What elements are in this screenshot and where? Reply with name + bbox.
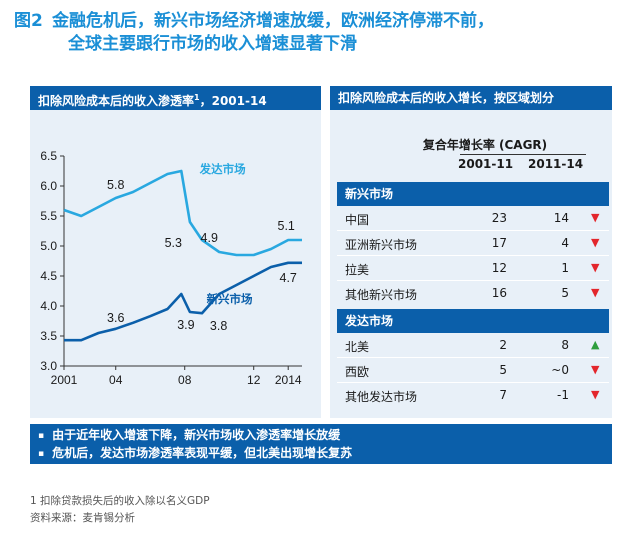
right-header-text: 扣除风险成本后的收入增长，按区域划分	[338, 91, 555, 105]
region-name: 其他发达市场	[345, 390, 418, 404]
y-tick-label: 4.0	[40, 299, 57, 313]
left-header-footnote-mark: 1	[194, 93, 200, 102]
title-line-2: 全球主要跟行市场的收入增速显著下滑	[68, 34, 357, 54]
x-tick-label: 2001	[51, 373, 78, 387]
row-divider	[337, 382, 609, 383]
table-row: 北美 2 8 ▲	[337, 333, 609, 358]
group-header-developed: 发达市场	[337, 309, 609, 333]
cagr-2011-14: 8	[561, 338, 569, 352]
group-header-emerging: 新兴市场	[337, 182, 609, 206]
figure-number: 图2	[14, 11, 43, 31]
cagr-2011-14: 14	[553, 211, 569, 225]
series-line-emerging	[64, 261, 302, 342]
data-label: 5.8	[107, 178, 124, 192]
y-tick-label: 3.0	[40, 359, 57, 373]
row-divider	[337, 255, 609, 256]
data-label: 4.7	[280, 271, 297, 285]
series-line-developed	[63, 169, 302, 257]
cagr-2001-11: 7	[499, 388, 507, 402]
period-2-header: 2011-14	[528, 157, 584, 171]
x-tick-label: 08	[178, 373, 192, 387]
down-triangle-icon: ▼	[591, 286, 600, 299]
cagr-2011-14: 4	[561, 236, 569, 250]
data-label: 4.9	[201, 231, 218, 245]
table-row: 中国 23 14 ▼	[337, 206, 609, 231]
region-name: 中国	[345, 213, 370, 227]
cagr-2001-11: 16	[491, 286, 507, 300]
cagr-2011-14: -1	[557, 388, 569, 402]
period-1-header: 2001-11	[458, 157, 514, 171]
region-name: 亚洲新兴市场	[345, 238, 418, 252]
down-triangle-icon: ▼	[591, 388, 600, 401]
x-tick-label: 04	[109, 373, 123, 387]
region-name: 拉美	[345, 263, 370, 277]
table-row: 亚洲新兴市场 17 4 ▼	[337, 231, 609, 256]
y-tick-label: 4.5	[40, 269, 57, 283]
y-tick-label: 5.0	[40, 239, 57, 253]
data-label: 5.3	[165, 236, 182, 250]
line-chart-panel: 6.5 6.0 5.5 5.0 4.5 4.0 3.5 3.0 2001 04 08 12 2014 5.…	[30, 110, 321, 418]
y-tick-label: 3.5	[40, 329, 57, 343]
row-divider	[337, 357, 609, 358]
data-label: 3.6	[107, 311, 124, 325]
region-name: 其他新兴市场	[345, 288, 418, 302]
cagr-2001-11: 2	[499, 338, 507, 352]
cagr-2001-11: 12	[491, 261, 507, 275]
row-divider	[337, 230, 609, 231]
cagr-2011-14: 5	[561, 286, 569, 300]
cagr-2011-14: 1	[561, 261, 569, 275]
cagr-2001-11: 23	[491, 211, 507, 225]
series-label-emerging: 新兴市场	[207, 292, 253, 306]
table-row: 其他发达市场 7 -1 ▼	[337, 383, 609, 408]
cagr-underline	[460, 154, 586, 155]
down-triangle-icon: ▼	[591, 211, 600, 224]
table-row: 其他新兴市场 16 5 ▼	[337, 281, 609, 306]
up-triangle-icon: ▲	[591, 338, 600, 351]
left-panel-header: 扣除风险成本后的收入渗透率1，2001-14	[30, 86, 321, 110]
series-label-developed: 发达市场	[199, 162, 246, 176]
data-label: 5.1	[278, 219, 295, 233]
row-divider	[337, 280, 609, 281]
figure-title: 图2 金融危机后，新兴市场经济增速放缓，欧洲经济停滞不前， 全球主要跟行市场的收入…	[14, 10, 634, 56]
cagr-label: 复合年增长率 (CAGR)	[422, 138, 548, 152]
source-note: 资料来源：麦肯锡分析	[30, 512, 135, 524]
table-row: 拉美 12 1 ▼	[337, 256, 609, 281]
cagr-2001-11: 17	[491, 236, 507, 250]
growth-table-panel	[330, 110, 612, 418]
takeaway-2: 危机后，发达市场渗透率表现平缓，但北美出现增长复苏	[38, 445, 604, 463]
down-triangle-icon: ▼	[591, 261, 600, 274]
y-tick-label: 6.0	[40, 179, 57, 193]
cagr-2001-11: 5	[499, 363, 507, 377]
left-header-years: ，2001-14	[199, 94, 267, 108]
footnote: 1 扣除贷款损失后的收入除以名义GDP	[30, 495, 210, 507]
title-line-1: 金融危机后，新兴市场经济增速放缓，欧洲经济停滞不前，	[52, 11, 494, 31]
cagr-2011-14: ~0	[551, 363, 569, 377]
region-name: 西欧	[345, 365, 370, 379]
takeaway-1: 由于近年收入增速下降，新兴市场收入渗透率增长放缓	[38, 427, 604, 445]
y-tick-label: 5.5	[40, 209, 57, 223]
left-header-text: 扣除风险成本后的收入渗透率	[38, 94, 195, 108]
y-tick-label: 6.5	[40, 149, 57, 163]
data-label: 3.8	[210, 319, 227, 333]
x-tick-label: 12	[247, 373, 261, 387]
region-name: 北美	[345, 340, 370, 354]
table-row: 西欧 5 ~0 ▼	[337, 358, 609, 383]
key-takeaways: 由于近年收入增速下降，新兴市场收入渗透率增长放缓 危机后，发达市场渗透率表现平缓…	[30, 424, 612, 464]
down-triangle-icon: ▼	[591, 236, 600, 249]
x-tick-label: 2014	[275, 373, 302, 387]
down-triangle-icon: ▼	[591, 363, 600, 376]
right-panel-header: 扣除风险成本后的收入增长，按区域划分	[330, 86, 612, 110]
data-label: 3.9	[177, 318, 194, 332]
